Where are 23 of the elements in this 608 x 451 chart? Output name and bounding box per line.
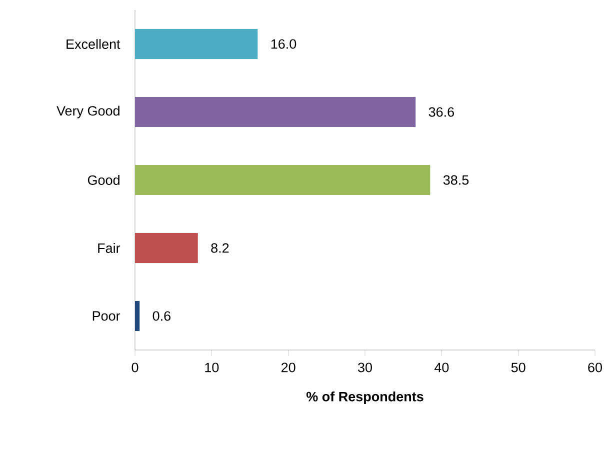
x-tick-label: 40 (434, 362, 449, 372)
x-tick-label: 20 (281, 362, 296, 372)
y-tick-label: Fair (98, 243, 120, 253)
bar (135, 97, 416, 127)
x-tick-label: 0 (132, 362, 138, 372)
y-tick-label: Excellent (66, 39, 120, 49)
x-axis-title: % of Respondents (306, 391, 424, 404)
bar (135, 29, 258, 59)
x-tick-label: 60 (588, 362, 602, 372)
data-label: 16.0 (271, 39, 296, 49)
bar (135, 165, 430, 195)
bar (135, 233, 198, 263)
data-label: 8.2 (211, 243, 229, 253)
x-tick-label: 50 (511, 362, 526, 372)
y-tick-label: Poor (92, 311, 120, 321)
x-tick-label: 10 (205, 362, 219, 372)
bar (135, 301, 140, 331)
data-label: 0.6 (152, 311, 170, 321)
y-tick-label: Good (88, 175, 120, 185)
data-label: 38.5 (443, 175, 469, 185)
x-tick-label: 30 (358, 362, 372, 372)
data-label: 36.6 (428, 107, 454, 117)
y-tick-label: Very Good (56, 106, 120, 118)
